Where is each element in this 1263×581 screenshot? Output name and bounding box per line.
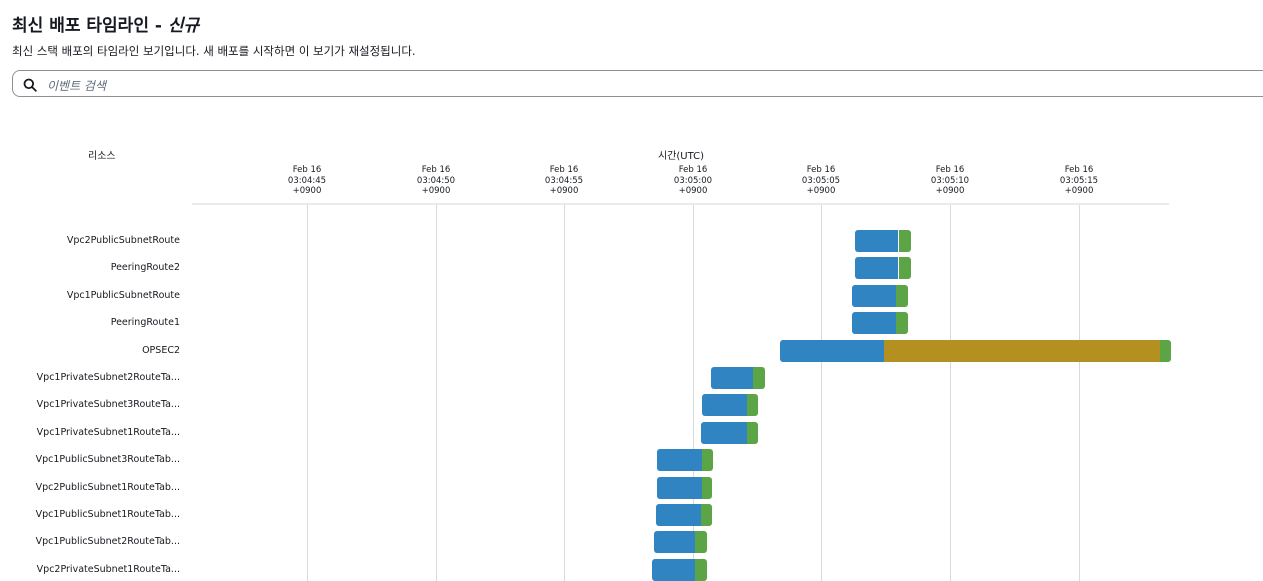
timeline-bar-segment-blue[interactable] [710,367,754,389]
resource-name[interactable]: Vpc1PublicSubnet3RouteTab... [35,454,180,465]
timeline-bar-segment-green[interactable] [898,257,912,279]
timeline-bar-segment-green[interactable] [896,312,908,334]
gridline [1079,205,1080,581]
axis-tick-label: Feb 16 03:04:45 +0900 [272,165,342,197]
timeline-bar-segment-green[interactable] [1159,340,1172,362]
time-column-header: 시간(UTC) [658,151,705,162]
page-description: 최신 스택 배포의 타임라인 보기입니다. 새 배포를 시작하면 이 보기가 재… [12,44,416,58]
timeline-bar-segment-blue[interactable] [852,312,896,334]
resource-name[interactable]: PeeringRoute2 [110,262,180,273]
gridline [821,205,822,581]
resource-name[interactable]: Vpc1PrivateSubnet1RouteTa... [36,427,180,438]
timeline-bar-segment-green[interactable] [701,449,714,471]
tick-time: 03:05:10 [930,175,970,186]
timeline-bar-segment-blue[interactable] [854,230,899,252]
page-title-text: 최신 배포 타임라인 - [12,16,162,36]
timeline-bar-segment-green[interactable] [753,367,765,389]
resource-column-header: 리소스 [88,151,116,162]
timeline-bar-segment-blue[interactable] [656,477,702,499]
gridline [950,205,951,581]
tick-time: 03:05:15 [1059,175,1099,186]
tick-date: Feb 16 [935,165,965,175]
timeline-bar-segment-blue[interactable] [854,257,899,279]
axis-tick-label: Feb 16 03:04:55 +0900 [529,165,599,197]
gridline [436,205,437,581]
axis-tick-label: Feb 16 03:04:50 +0900 [401,165,471,197]
timeline-bar-segment-blue[interactable] [654,531,696,553]
resource-name[interactable]: Vpc1PrivateSubnet2RouteTa... [36,372,180,383]
timeline-bar-segment-green[interactable] [695,559,707,581]
resource-name[interactable]: Vpc1PublicSubnet1RouteTab... [35,509,180,520]
tick-time: 03:05:05 [801,175,841,186]
tick-tz: +0900 [935,186,965,196]
tick-tz: +0900 [1064,186,1094,196]
search-icon [23,77,37,92]
resource-name[interactable]: Vpc1PublicSubnetRoute [66,290,180,301]
gridline [307,205,308,581]
gridline [693,205,694,581]
timeline-bar-segment-blue[interactable] [700,422,747,444]
timeline-bar-segment-blue[interactable] [852,285,896,307]
axis-tick-label: Feb 16 03:05:10 +0900 [915,165,985,197]
timeline-bar-segment-green[interactable] [700,504,713,526]
axis-divider [192,203,1169,205]
tick-time: 03:04:45 [287,175,327,186]
tick-tz: +0900 [678,186,708,196]
tick-time: 03:04:50 [416,175,456,186]
timeline-bar-segment-blue[interactable] [780,340,885,362]
axis-tick-label: Feb 16 03:05:15 +0900 [1044,165,1114,197]
page-title: 최신 배포 타임라인 - 신규 [12,11,199,36]
timeline-bar-segment-blue[interactable] [655,504,701,526]
tick-time: 03:05:00 [673,175,713,186]
tick-date: Feb 16 [1064,165,1094,175]
timeline-bar-segment-green[interactable] [695,531,707,553]
tick-tz: +0900 [421,186,451,196]
resource-name[interactable]: Vpc1PrivateSubnet3RouteTa... [36,399,180,410]
search-input[interactable]: 이벤트 검색 [12,70,1263,97]
tick-date: Feb 16 [549,165,579,175]
timeline-bar-segment-green[interactable] [746,394,759,416]
axis-tick-label: Feb 16 03:05:00 +0900 [658,165,728,197]
timeline-bar-segment-green[interactable] [746,422,759,444]
timeline-bar-segment-green[interactable] [898,230,912,252]
gridline [564,205,565,581]
axis-tick-label: Feb 16 03:05:05 +0900 [786,165,856,197]
status-tag: 신규 [167,16,200,36]
timeline-bar-segment-olive[interactable] [884,340,1160,362]
resource-name[interactable]: OPSEC2 [142,345,180,356]
resource-name[interactable]: Vpc2PublicSubnetRoute [66,235,180,246]
tick-date: Feb 16 [421,165,451,175]
tick-tz: +0900 [806,186,836,196]
search-placeholder: 이벤트 검색 [47,79,107,93]
tick-tz: +0900 [549,186,579,196]
timeline-bar-segment-blue[interactable] [656,449,702,471]
tick-time: 03:04:55 [544,175,584,186]
timeline-bar-segment-green[interactable] [701,477,713,499]
resource-name[interactable]: Vpc2PrivateSubnet1RouteTa... [36,564,180,575]
timeline-bar-segment-blue[interactable] [701,394,747,416]
tick-date: Feb 16 [678,165,708,175]
resource-name[interactable]: Vpc2PublicSubnet1RouteTab... [35,482,180,493]
timeline-bar-segment-blue[interactable] [651,559,696,581]
resource-name[interactable]: Vpc1PublicSubnet2RouteTab... [35,536,180,547]
tick-date: Feb 16 [292,165,322,175]
resource-name[interactable]: PeeringRoute1 [110,317,180,328]
tick-tz: +0900 [292,186,322,196]
timeline-bar-segment-green[interactable] [896,285,908,307]
tick-date: Feb 16 [806,165,836,175]
